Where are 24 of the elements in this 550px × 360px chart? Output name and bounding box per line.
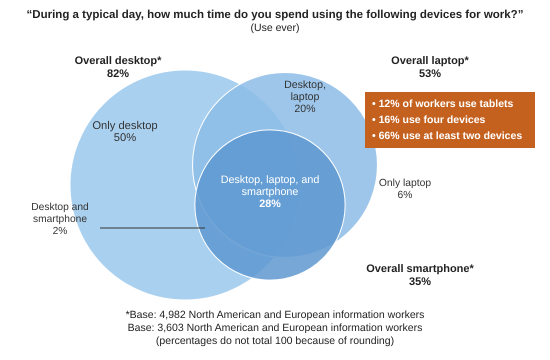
- data-label: 53%: [418, 68, 442, 80]
- category-label: Desktop, laptop: [284, 79, 326, 103]
- category-label: Overall laptop*: [391, 55, 470, 67]
- data-label: 20%: [294, 103, 316, 115]
- data-label: 50%: [114, 132, 136, 144]
- category-label: Desktop, laptop, and smartphone: [220, 174, 320, 198]
- text: (percentages do not total 100 because of rounding): [156, 335, 394, 347]
- data-label: 2%: [52, 226, 68, 237]
- data-label: 35%: [408, 276, 432, 288]
- data-label: 6%: [398, 190, 412, 201]
- text: • 66% use at least two devices: [372, 130, 522, 142]
- category-label: Desktop and smartphone: [31, 202, 90, 225]
- text: • 12% of workers use tablets: [372, 98, 514, 110]
- category-label: Only desktop: [92, 120, 158, 132]
- category-label: Overall smartphone*: [366, 263, 475, 275]
- text: *Base: 4,982 North American and European information workers: [126, 309, 424, 321]
- data-label: 28%: [259, 198, 282, 210]
- category-label: Overall desktop*: [74, 55, 162, 67]
- text: “During a typical day, how much time do you spend using the following devices for work?”: [26, 9, 524, 21]
- text: Base: 3,603 North American and European information workers: [128, 322, 422, 334]
- data-label: 82%: [106, 68, 130, 80]
- text: (Use ever): [250, 22, 300, 34]
- category-label: Only laptop: [378, 178, 432, 189]
- text: • 16% use four devices: [372, 114, 486, 126]
